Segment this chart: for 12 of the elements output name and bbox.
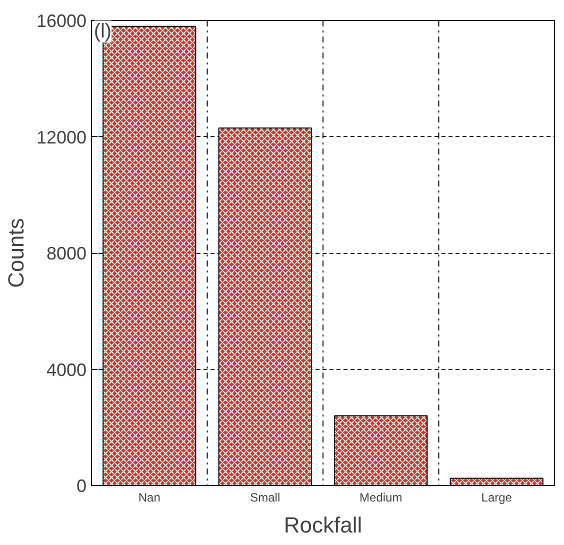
y-tick-label: 0 [76,476,87,496]
x-tick-label: Small [250,490,280,504]
x-axis-title: Rockfall [284,512,362,538]
y-tick-label: 8000 [46,244,87,264]
x-tick-label: Nan [138,490,160,504]
x-tick-label: Medium [360,490,402,504]
y-tick-label: 16000 [36,11,87,31]
x-tick-label: Large [481,490,512,504]
y-tick-label: 4000 [46,360,87,380]
y-axis-title: Counts [3,218,28,288]
annotation: (l) [94,20,112,42]
y-tick-label: 12000 [36,127,87,148]
